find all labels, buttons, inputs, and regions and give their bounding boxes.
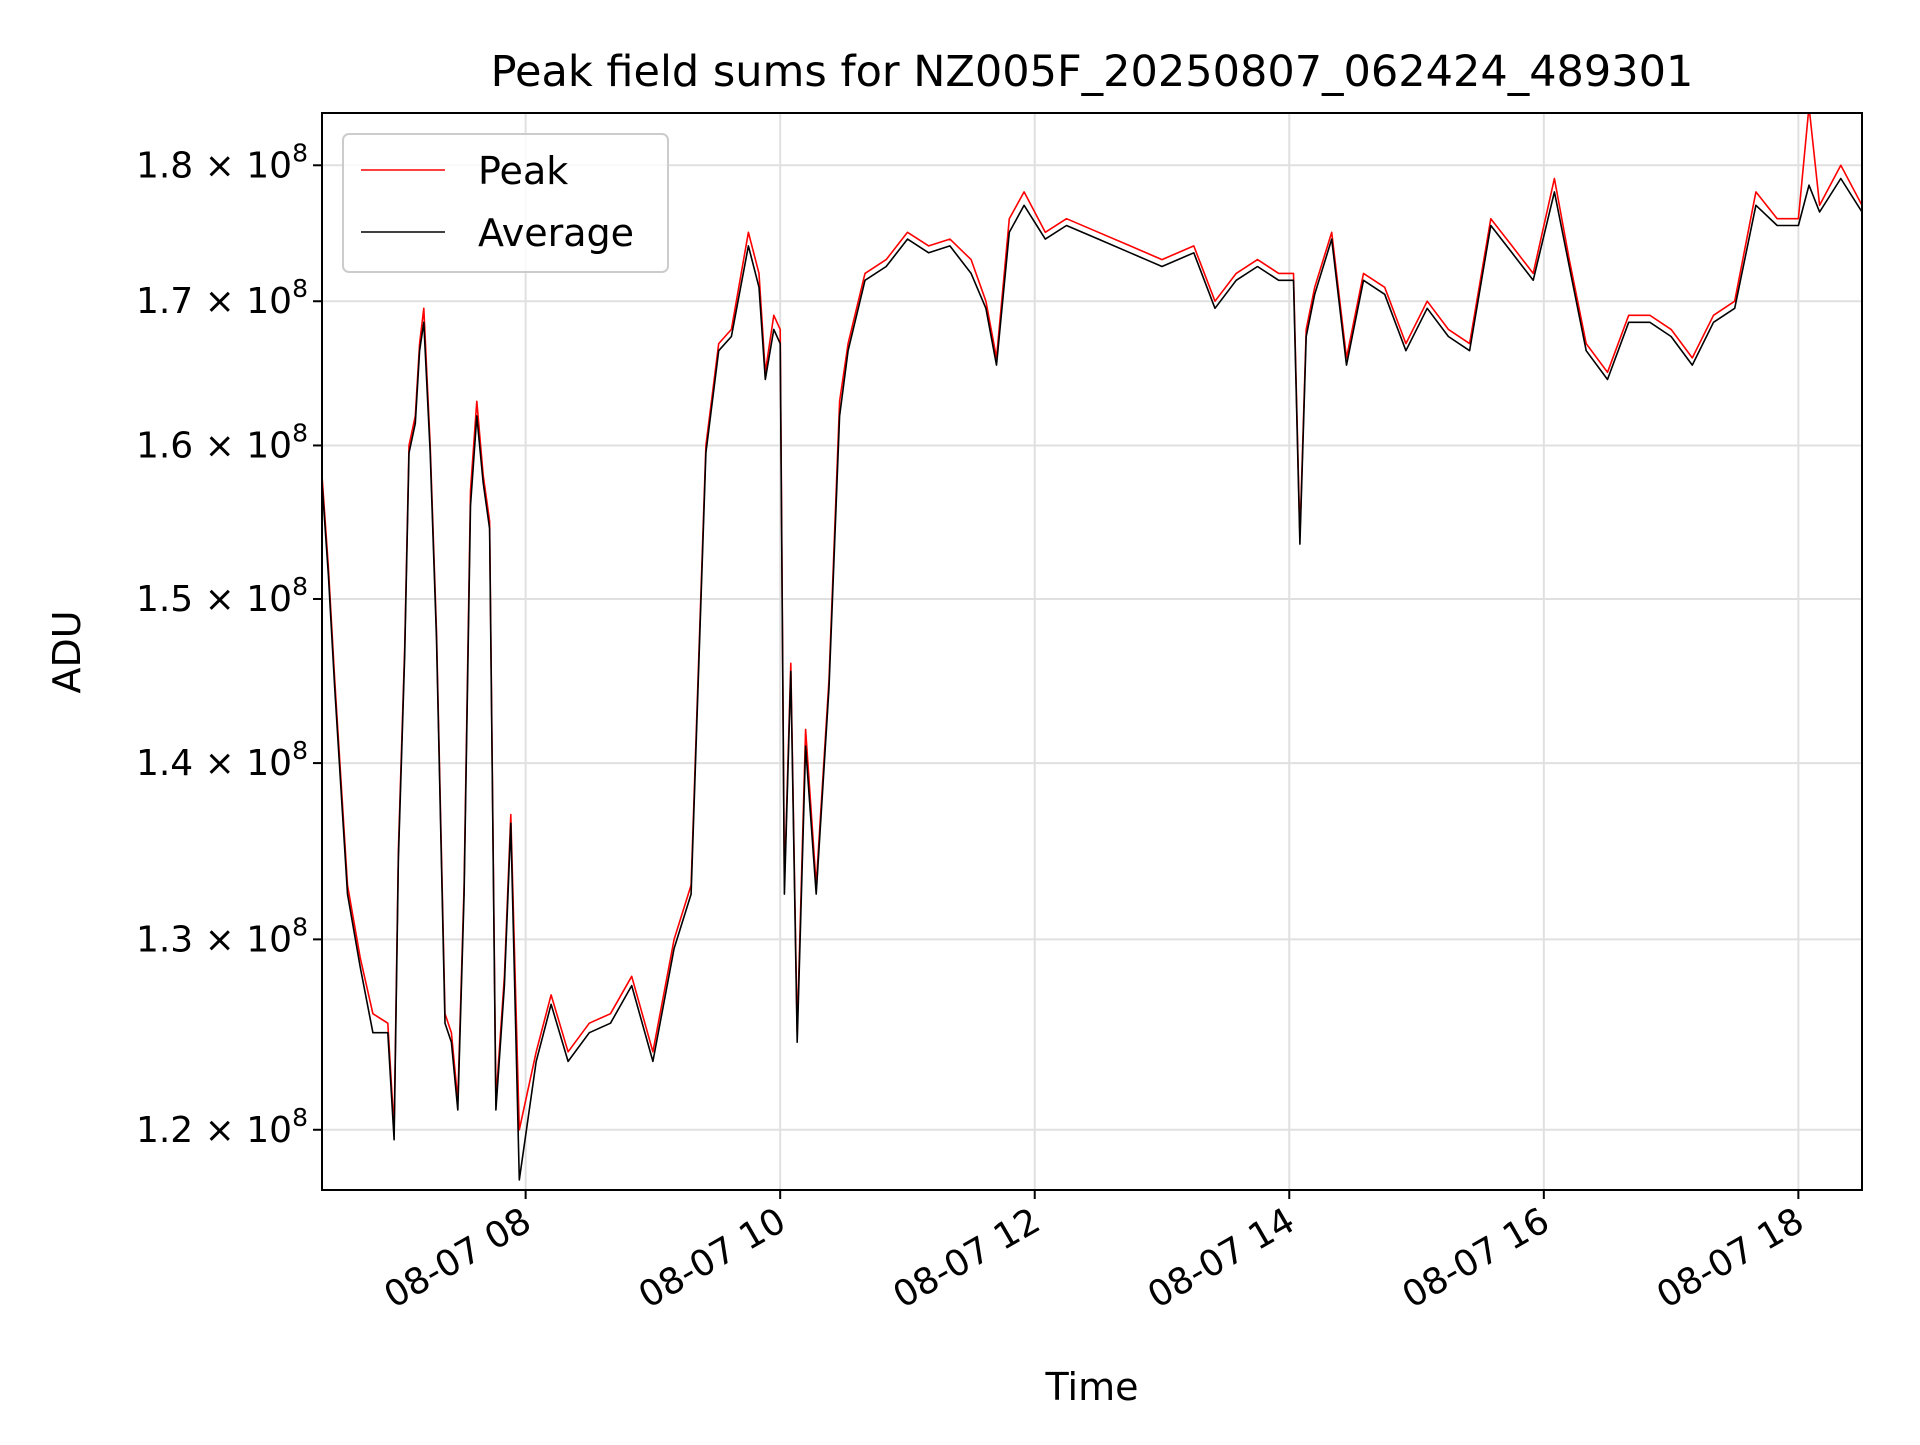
legend: Peak Average	[342, 133, 669, 273]
y-tick-label: 1.4 × 108	[136, 736, 308, 784]
y-tick-label: 1.5 × 108	[136, 572, 308, 620]
y-tick-label: 1.8 × 108	[136, 138, 308, 186]
y-axis: 1.2 × 108 1.3 × 108 1.4 × 108 1.5 × 108 1.6 …	[136, 138, 322, 1151]
legend-label-peak: Peak	[478, 149, 568, 193]
series-line-peak	[322, 113, 1862, 1131]
y-tick-label: 1.7 × 108	[136, 274, 308, 322]
series-line-average	[322, 177, 1862, 1181]
x-axis-label: Time	[1045, 1365, 1139, 1409]
chart-title: Peak field sums for NZ005F_20250807_0624…	[491, 47, 1694, 97]
grid-lines	[322, 113, 1862, 1190]
y-tick-label: 1.2 × 108	[136, 1103, 308, 1151]
legend-label-average: Average	[478, 211, 634, 255]
y-tick-label: 1.3 × 108	[136, 912, 308, 960]
y-tick-label: 1.6 × 108	[136, 418, 308, 466]
series-lines	[322, 113, 1862, 1181]
y-axis-label: ADU	[45, 610, 89, 693]
plot-frame	[321, 112, 1863, 1191]
legend-box	[342, 133, 669, 273]
plot-area	[322, 113, 1862, 1190]
